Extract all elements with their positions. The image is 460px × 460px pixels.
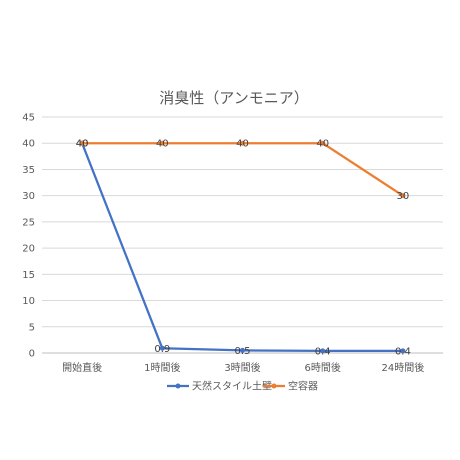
- data-point: [320, 140, 326, 146]
- data-label: 0.5: [235, 346, 251, 357]
- chart-title: 消臭性（アンモニア）: [159, 89, 308, 107]
- x-tick-label: 3時間後: [224, 361, 260, 374]
- data-point: [159, 140, 165, 146]
- y-tick-label: 15: [22, 270, 35, 281]
- y-tick-label: 5: [29, 322, 35, 333]
- data-point: [79, 140, 85, 146]
- x-axis-ticks: 開始直後 1時間後 3時間後 6時間後 24時間後: [62, 361, 424, 374]
- legend-label: 空容器: [288, 380, 318, 393]
- data-point: [240, 140, 245, 146]
- y-tick-label: 25: [22, 217, 35, 228]
- y-tick-label: 45: [22, 113, 35, 124]
- x-tick-label: 開始直後: [62, 361, 102, 374]
- y-tick-label: 10: [22, 296, 35, 307]
- data-label: 0.4: [315, 346, 331, 357]
- data-label: 0.4: [395, 346, 411, 357]
- data-point: [240, 347, 245, 353]
- data-label: 30: [397, 191, 410, 202]
- y-tick-label: 30: [22, 191, 35, 202]
- data-label: 40: [316, 139, 329, 150]
- y-tick-label: 20: [22, 244, 35, 255]
- x-tick-label: 24時間後: [382, 361, 425, 374]
- data-point: [400, 348, 406, 354]
- legend-label: 天然スタイル土壁: [192, 380, 272, 393]
- gridlines: [42, 116, 443, 354]
- data-label: 40: [76, 139, 89, 150]
- data-label: 40: [156, 139, 169, 150]
- data-point: [400, 193, 406, 199]
- y-tick-label: 0: [29, 349, 35, 360]
- data-label: 0.9: [154, 344, 170, 355]
- y-tick-label: 40: [22, 139, 35, 150]
- series-lines: [79, 140, 406, 354]
- data-label: 40: [76, 139, 89, 150]
- series-line: [81, 142, 403, 353]
- legend: 天然スタイル土壁 空容器: [167, 380, 318, 393]
- x-tick-label: 1時間後: [144, 361, 180, 374]
- legend-marker: [175, 383, 181, 389]
- y-axis-ticks: 0 5 10 15 20 25 30 35 40 45: [22, 113, 35, 360]
- data-point: [159, 345, 165, 351]
- y-tick-label: 35: [22, 165, 35, 176]
- x-tick-label: 6時間後: [305, 361, 341, 374]
- legend-marker: [271, 383, 277, 389]
- data-point: [320, 348, 326, 354]
- data-label: 40: [236, 139, 249, 150]
